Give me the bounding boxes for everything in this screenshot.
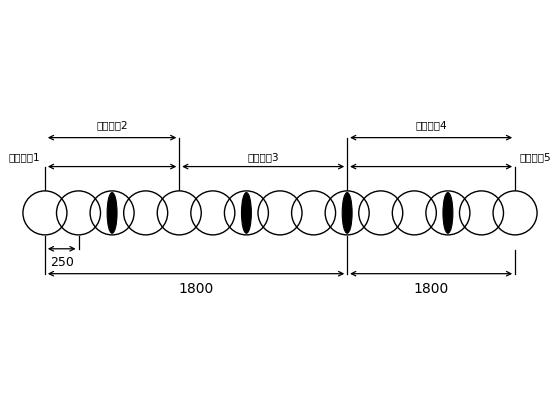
Text: 施工顺序5: 施工顺序5 (520, 152, 552, 162)
Circle shape (493, 191, 537, 235)
Text: 施工顺序2: 施工顺序2 (96, 120, 128, 130)
Circle shape (124, 191, 167, 235)
Ellipse shape (241, 192, 251, 233)
Circle shape (325, 191, 369, 235)
Circle shape (359, 191, 403, 235)
Circle shape (460, 191, 503, 235)
Circle shape (57, 191, 100, 235)
Text: 1800: 1800 (179, 282, 214, 296)
Circle shape (225, 191, 268, 235)
Text: 1800: 1800 (413, 282, 449, 296)
Circle shape (258, 191, 302, 235)
Text: 施工顺序1: 施工顺序1 (8, 152, 40, 162)
Ellipse shape (107, 192, 117, 233)
Circle shape (191, 191, 235, 235)
Circle shape (426, 191, 470, 235)
Circle shape (292, 191, 335, 235)
Text: 施工顺序3: 施工顺序3 (248, 152, 279, 162)
Circle shape (90, 191, 134, 235)
Circle shape (157, 191, 201, 235)
Circle shape (393, 191, 436, 235)
Circle shape (23, 191, 67, 235)
Ellipse shape (342, 192, 352, 233)
Text: 250: 250 (50, 256, 74, 269)
Text: 施工顺序4: 施工顺序4 (416, 120, 447, 130)
Ellipse shape (443, 192, 453, 233)
